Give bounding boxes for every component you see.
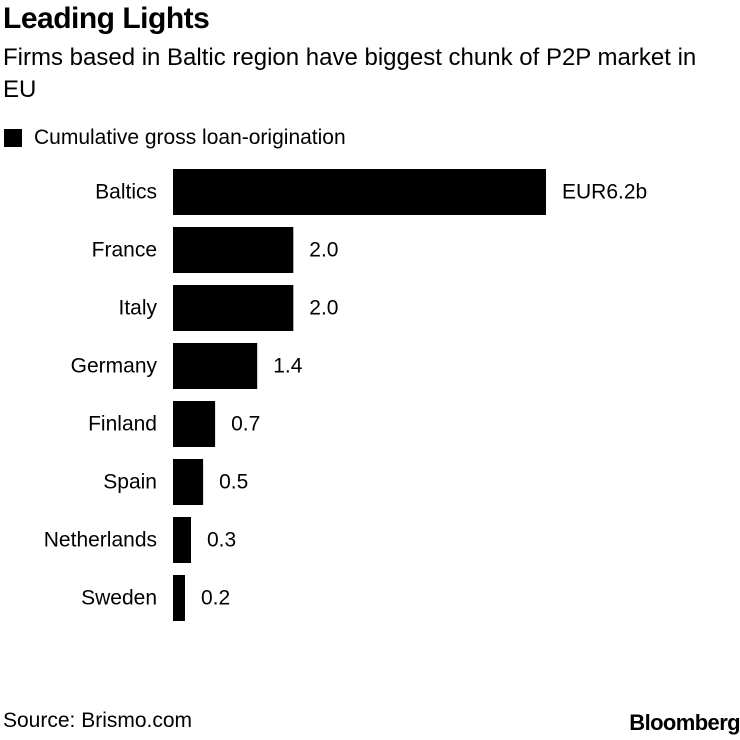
bar-baltics	[173, 169, 546, 215]
value-label-sweden: 0.2	[201, 587, 230, 610]
bar-italy	[173, 285, 294, 331]
category-label-italy: Italy	[118, 297, 157, 320]
chart-subtitle: Firms based in Baltic region have bigges…	[3, 44, 697, 103]
bar-spain	[173, 459, 204, 505]
category-label-finland: Finland	[88, 413, 157, 436]
value-label-finland: 0.7	[231, 413, 260, 436]
value-label-germany: 1.4	[273, 355, 303, 378]
bar-finland	[173, 401, 216, 447]
bar-netherlands	[173, 517, 191, 563]
category-label-germany: Germany	[71, 355, 158, 378]
category-label-netherlands: Netherlands	[44, 529, 157, 552]
value-label-france: 2.0	[309, 239, 338, 262]
category-label-sweden: Sweden	[81, 587, 157, 610]
value-label-italy: 2.0	[309, 297, 338, 320]
bar-sweden	[173, 575, 185, 621]
chart-title: Leading Lights	[3, 2, 210, 35]
category-label-baltics: Baltics	[95, 181, 157, 204]
category-label-france: France	[92, 239, 157, 262]
value-label-spain: 0.5	[219, 471, 248, 494]
category-label-spain: Spain	[103, 471, 157, 494]
bar-france	[173, 227, 294, 273]
legend-label: Cumulative gross loan-origination	[34, 126, 346, 149]
legend: Cumulative gross loan-origination	[4, 124, 346, 152]
value-label-netherlands: 0.3	[207, 529, 236, 552]
bloomberg-logo: Bloomberg	[629, 710, 740, 735]
bar-germany	[173, 343, 258, 389]
source-note: Source: Brismo.com	[3, 709, 193, 732]
legend-swatch	[4, 129, 22, 147]
value-label-baltics: EUR6.2b	[562, 181, 647, 204]
